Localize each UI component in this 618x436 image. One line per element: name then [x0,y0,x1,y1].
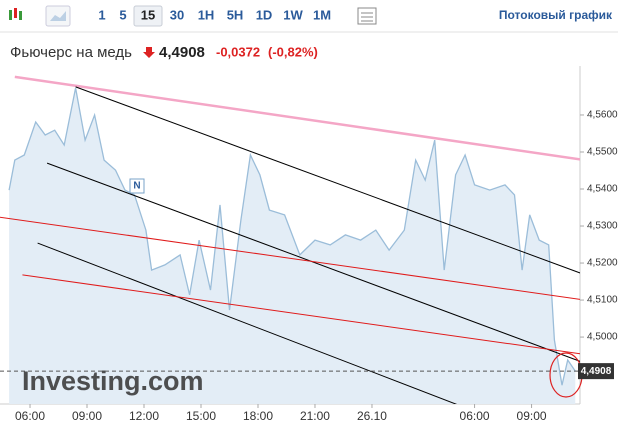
x-tick-label: 18:00 [243,409,273,423]
streaming-link[interactable]: Потоковый график [499,8,613,22]
x-tick-label: 21:00 [300,409,330,423]
interval-active-bg [133,5,163,27]
trend-line [0,216,580,300]
toolbar [0,0,618,32]
x-tick-label: 09:00 [517,409,547,423]
annotation-box [129,178,145,194]
settings-icon[interactable] [357,7,377,25]
interval-button[interactable]: 5H [227,7,244,22]
interval-button[interactable]: 1 [98,7,105,22]
down-arrow [143,47,155,58]
trend-line [14,75,580,161]
y-tick-label: 4,5400 [587,184,618,195]
area-fill [9,88,576,404]
y-tick-label: 4,5300 [587,221,618,232]
trend-line [37,242,458,404]
x-tick-label: 15:00 [186,409,216,423]
last-price-label: 4,4908 [581,366,612,377]
y-tick-label: 4,5600 [587,110,618,121]
x-tick-label: 26.10 [357,409,387,423]
x-tick-label: 09:00 [72,409,102,423]
change: -0,0372 [216,44,260,59]
interval-button[interactable]: 5 [119,7,126,22]
trend-line [75,86,580,274]
price: 4,4908 [159,44,205,61]
instrument-name: Фьючерс на медь [10,44,132,61]
candle-icon[interactable] [9,8,22,20]
interval-button[interactable]: 1W [283,7,303,22]
y-tick-label: 4,5500 [587,147,618,158]
interval-button[interactable]: 1M [313,7,331,22]
annotation-label: N [133,181,140,192]
price-line [8,87,576,386]
y-tick-label: 4,5000 [587,332,618,343]
x-tick-label: 06:00 [15,409,45,423]
y-tick-label: 4,5200 [587,258,618,269]
x-tick-label: 12:00 [129,409,159,423]
change-percent: (-0,82%) [268,44,318,59]
trend-line [46,162,580,362]
interval-button[interactable]: 1H [198,7,215,22]
logo: Investing.com [22,366,204,396]
interval-button[interactable]: 1D [256,7,273,22]
x-tick-label: 06:00 [460,409,490,423]
trend-line [22,274,580,355]
area-icon[interactable] [45,5,71,27]
area-icon-shape [50,11,66,21]
last-price-box [578,363,614,380]
y-tick-label: 4,5100 [587,295,618,306]
interval-button[interactable]: 15 [141,7,155,22]
interval-button[interactable]: 30 [170,7,184,22]
